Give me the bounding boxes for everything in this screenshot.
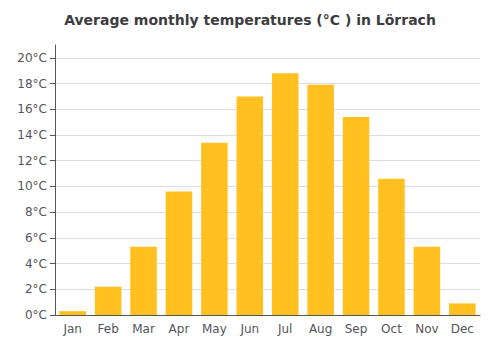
svg-text:Nov: Nov xyxy=(415,322,438,336)
svg-text:6°C: 6°C xyxy=(25,231,47,245)
svg-text:18°C: 18°C xyxy=(17,77,47,91)
svg-text:8°C: 8°C xyxy=(25,205,47,219)
svg-text:Feb: Feb xyxy=(98,322,119,336)
svg-text:14°C: 14°C xyxy=(17,128,47,142)
svg-text:Oct: Oct xyxy=(381,322,402,336)
svg-text:Dec: Dec xyxy=(451,322,474,336)
svg-text:Apr: Apr xyxy=(169,322,190,336)
svg-text:Jan: Jan xyxy=(62,322,82,336)
svg-text:10°C: 10°C xyxy=(17,179,47,193)
svg-text:20°C: 20°C xyxy=(17,51,47,65)
svg-text:16°C: 16°C xyxy=(17,102,47,116)
svg-text:Jul: Jul xyxy=(277,322,292,336)
svg-text:Jun: Jun xyxy=(239,322,259,336)
svg-text:May: May xyxy=(202,322,227,336)
svg-text:Aug: Aug xyxy=(309,322,332,336)
svg-text:Average monthly temperatures (: Average monthly temperatures (°C ) in Lö… xyxy=(64,12,436,28)
svg-text:12°C: 12°C xyxy=(17,154,47,168)
svg-text:2°C: 2°C xyxy=(25,282,47,296)
svg-text:0°C: 0°C xyxy=(25,308,47,322)
svg-text:Mar: Mar xyxy=(132,322,155,336)
svg-text:4°C: 4°C xyxy=(25,257,47,271)
svg-text:Sep: Sep xyxy=(345,322,368,336)
